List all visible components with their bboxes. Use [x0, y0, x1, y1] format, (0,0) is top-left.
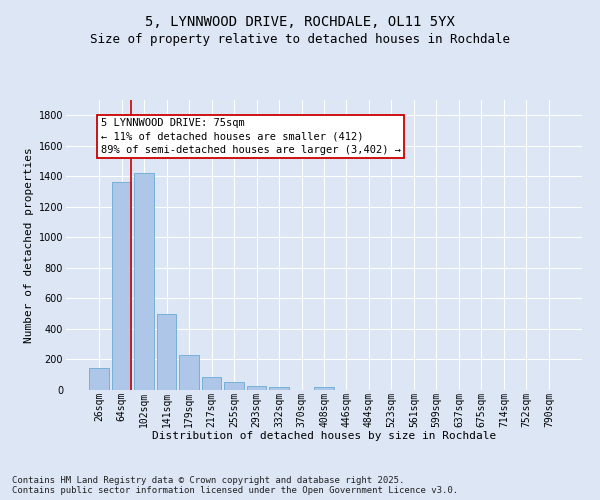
- Text: Contains HM Land Registry data © Crown copyright and database right 2025.
Contai: Contains HM Land Registry data © Crown c…: [12, 476, 458, 495]
- Bar: [224, 382, 244, 390]
- Bar: [269, 387, 289, 390]
- Bar: [202, 376, 221, 390]
- Text: Size of property relative to detached houses in Rochdale: Size of property relative to detached ho…: [90, 32, 510, 46]
- Bar: [314, 388, 334, 390]
- Y-axis label: Number of detached properties: Number of detached properties: [25, 147, 34, 343]
- Bar: [157, 314, 176, 390]
- X-axis label: Distribution of detached houses by size in Rochdale: Distribution of detached houses by size …: [152, 431, 496, 441]
- Bar: [89, 368, 109, 390]
- Text: 5, LYNNWOOD DRIVE, ROCHDALE, OL11 5YX: 5, LYNNWOOD DRIVE, ROCHDALE, OL11 5YX: [145, 15, 455, 29]
- Bar: [179, 355, 199, 390]
- Bar: [134, 172, 154, 390]
- Bar: [247, 386, 266, 390]
- Text: 5 LYNNWOOD DRIVE: 75sqm
← 11% of detached houses are smaller (412)
89% of semi-d: 5 LYNNWOOD DRIVE: 75sqm ← 11% of detache…: [101, 118, 401, 154]
- Bar: [112, 182, 131, 390]
